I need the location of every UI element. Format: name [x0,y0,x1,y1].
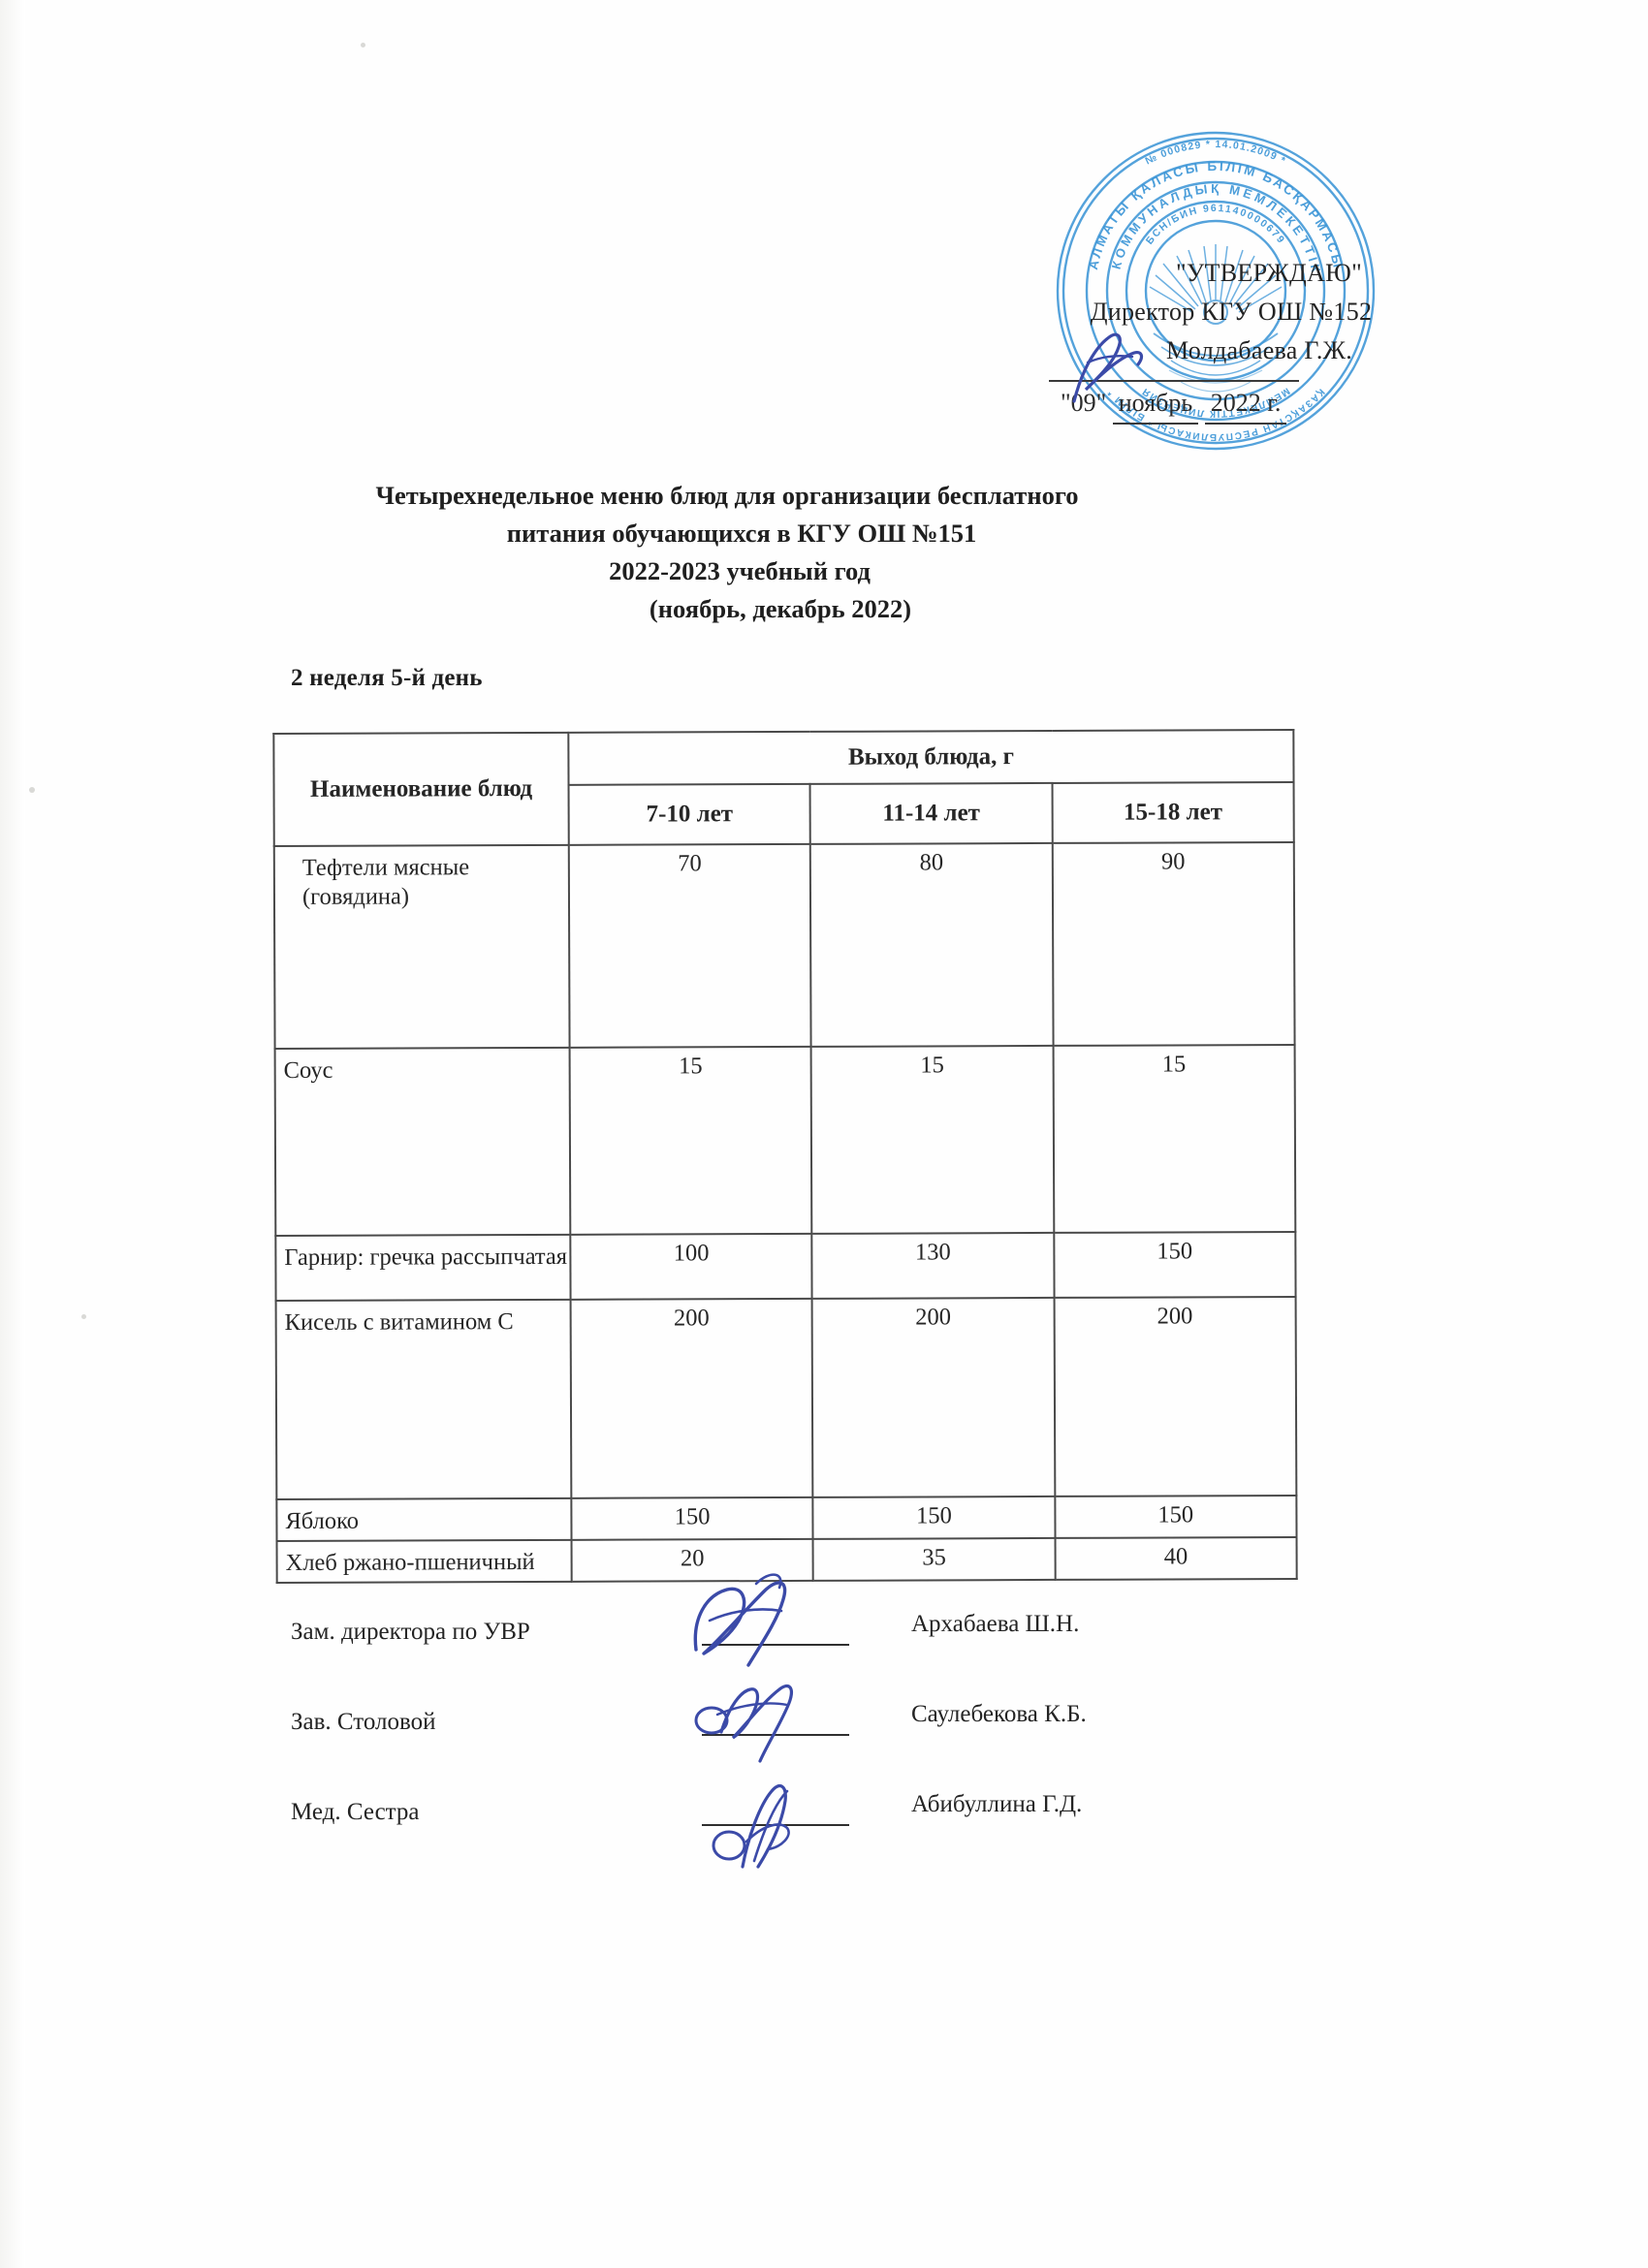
dish-yield-11-14: 35 [812,1537,1056,1581]
official-seal-stamp: АЛМАТЫ ҚАЛАСЫ БІЛІМ БАСҚАРМАСЫ КОММУНАЛД… [1056,131,1376,451]
dish-name: Хлеб ржано-пшеничный [276,1539,572,1584]
scan-edge [0,0,25,2268]
table-header: Наименование блюд Выход блюда, г 7-10 ле… [273,729,1294,847]
approval-date-line: "09" ноябрь 2022 г. [1061,384,1406,425]
director-title-line: Директор КГУ ОШ №152 [1090,298,1373,326]
dish-yield-15-18: 150 [1055,1495,1297,1538]
dish-name: Яблоко [276,1497,572,1542]
table-row: Соус 15 15 15 [274,1044,1296,1237]
dish-yield-15-18: 40 [1055,1536,1297,1580]
approval-date-month: ноябрь [1112,384,1199,425]
title-line-4: (ноябрь, декабрь 2022) [649,594,912,623]
header-age-7-10: 7-10 лет [568,783,811,845]
scan-speckle [29,787,35,793]
dish-yield-11-14: 130 [811,1232,1055,1299]
dish-yield-11-14: 15 [810,1045,1054,1234]
dish-name: Кисель с витамином С [275,1299,572,1500]
dish-name: Тефтели мясные (говядина) [273,844,570,1050]
signature-line [702,1644,849,1646]
dish-yield-15-18: 150 [1053,1231,1296,1298]
table-header-row-1: Наименование блюд Выход блюда, г [273,729,1294,847]
table-row: Гарнир: гречка рассыпчатая 100 130 150 [275,1231,1296,1302]
header-yield-group: Выход блюда, г [568,729,1294,785]
approval-header: "УТВЕРЖДАЮ" Директор КГУ ОШ №152 Молдаба… [1057,254,1406,370]
director-signature-rule [1049,380,1299,382]
signature-role: Зам. директора по УВР [291,1619,530,1645]
title-line-3: 2022-2023 учебный год [609,556,871,585]
page-title: Четырехнедельное меню блюд для организац… [291,477,1163,628]
dish-yield-11-14: 200 [811,1297,1056,1497]
scan-speckle [81,1314,86,1319]
dish-yield-7-10: 150 [571,1496,813,1540]
dish-yield-11-14: 150 [812,1496,1056,1539]
table-row: Яблоко 150 150 150 [276,1495,1297,1542]
approval-date-year: 2022 г. [1204,384,1287,425]
dish-name: Соус [274,1047,571,1237]
signature-block: Зам. директора по УВР Архабаева Ш.Н. Зав… [291,1573,1202,1872]
header-dish-name: Наименование блюд [273,732,569,847]
signature-person: Абибуллина Г.Д. [911,1791,1083,1817]
dish-yield-11-14: 80 [810,842,1054,1047]
dish-yield-7-10: 15 [569,1046,812,1235]
signature-row: Зам. директора по УВР Архабаева Ш.Н. [291,1573,1202,1691]
approval-date-day: "09" [1061,389,1107,417]
dish-yield-7-10: 20 [571,1538,814,1582]
signature-person: Саулебекова К.Б. [911,1701,1087,1727]
dish-yield-7-10: 70 [568,843,811,1048]
menu-table: Наименование блюд Выход блюда, г 7-10 ле… [272,729,1297,1584]
scan-speckle [361,43,365,47]
table-row: Хлеб ржано-пшеничный 20 35 40 [276,1536,1297,1584]
table-body: Тефтели мясные (говядина) 70 80 90 Соус … [273,841,1297,1584]
director-signature-ink [1072,332,1144,403]
signature-person: Архабаева Ш.Н. [911,1611,1080,1637]
dish-yield-7-10: 100 [570,1233,812,1300]
director-name: Молдабаева Г.Ж. [1165,336,1353,364]
dish-yield-15-18: 15 [1053,1044,1296,1233]
dish-yield-7-10: 200 [570,1298,813,1498]
table-row: Тефтели мясные (говядина) 70 80 90 [273,841,1295,1050]
signature-line [702,1734,849,1736]
signature-role: Мед. Сестра [291,1799,420,1825]
signature-row: Зав. Столовой Саулебекова К.Б. [291,1684,1202,1781]
title-line-1: Четырехнедельное меню блюд для организац… [375,481,1079,510]
week-day-label: 2 неделя 5-й день [291,665,483,691]
header-age-15-18: 15-18 лет [1052,781,1294,843]
dish-name: Гарнир: гречка рассыпчатая [275,1234,571,1302]
approval-word: "УТВЕРЖДАЮ" [1175,259,1363,287]
table-row: Кисель с витамином С 200 200 200 [275,1296,1297,1500]
signature-line [702,1824,849,1826]
title-line-2: питания обучающихся в КГУ ОШ №151 [506,519,977,548]
signature-row: Мед. Сестра Абибуллина Г.Д. [291,1781,1202,1872]
header-age-11-14: 11-14 лет [809,782,1053,844]
signature-role: Зав. Столовой [291,1709,436,1735]
dish-yield-15-18: 200 [1054,1296,1297,1496]
dish-yield-15-18: 90 [1052,841,1295,1046]
